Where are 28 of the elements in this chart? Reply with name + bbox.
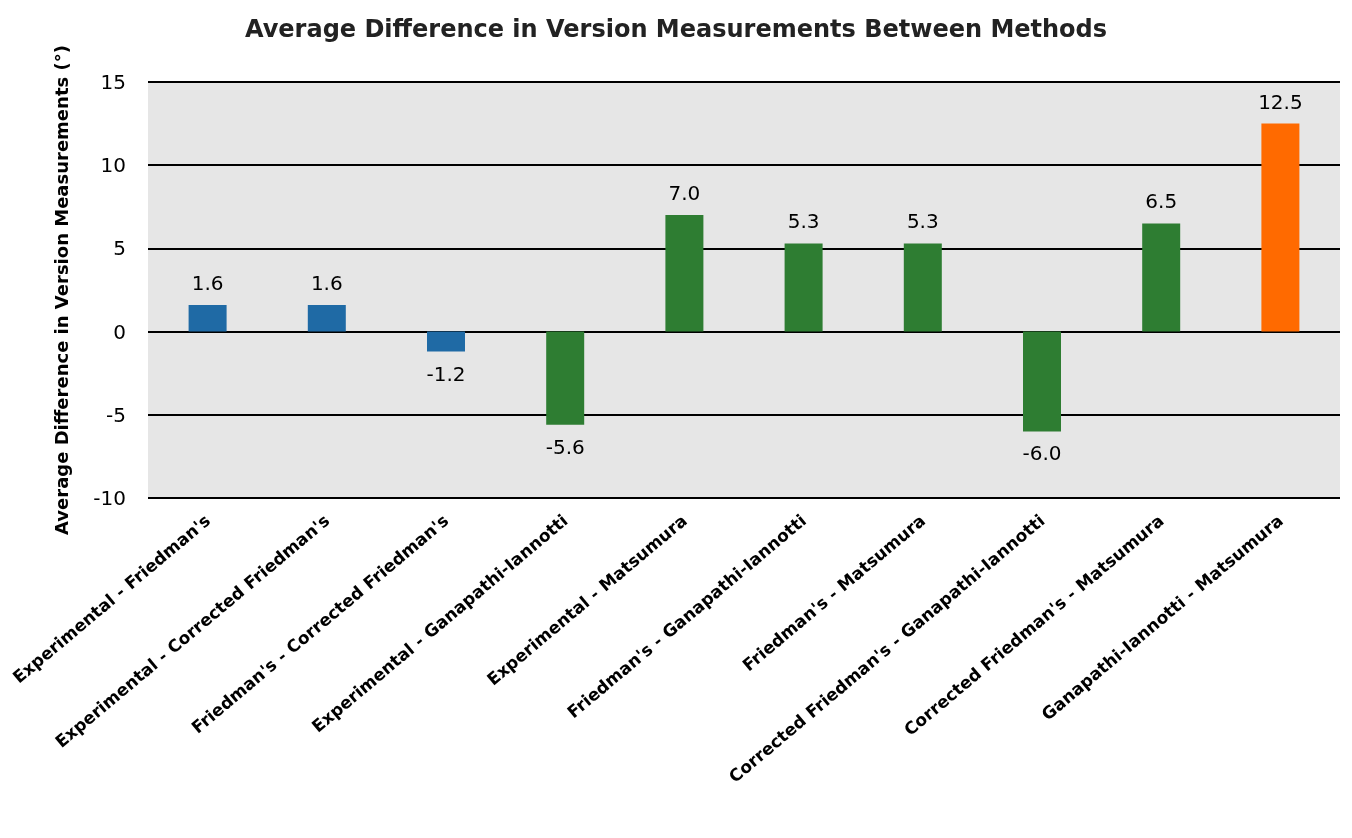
bar bbox=[665, 215, 704, 332]
data-label: 12.5 bbox=[1258, 89, 1303, 114]
data-label: -6.0 bbox=[1022, 441, 1062, 466]
bar bbox=[1261, 123, 1300, 332]
bar bbox=[903, 243, 942, 332]
y-tick-label: 5 bbox=[113, 236, 126, 261]
chart-title: Average Difference in Version Measurements Between Methods bbox=[244, 15, 1108, 43]
bar bbox=[784, 243, 823, 332]
data-label: 6.5 bbox=[1145, 189, 1178, 214]
bar bbox=[1023, 331, 1061, 432]
data-label: -1.2 bbox=[426, 361, 466, 386]
data-label: 5.3 bbox=[787, 209, 820, 234]
bar bbox=[188, 304, 227, 332]
data-label: -5.6 bbox=[545, 434, 585, 459]
y-axis-title: Average Difference in Version Measurements (°) bbox=[50, 45, 72, 535]
bar bbox=[1142, 223, 1181, 332]
data-label: 1.6 bbox=[310, 270, 343, 295]
y-tick-label: 0 bbox=[113, 319, 126, 344]
y-tick-label: 10 bbox=[100, 153, 126, 178]
bar bbox=[307, 304, 346, 332]
y-tick-label: -5 bbox=[106, 402, 126, 427]
bar bbox=[546, 331, 585, 425]
data-label: 7.0 bbox=[668, 181, 701, 206]
data-label: 1.6 bbox=[191, 270, 224, 295]
y-tick-label: -10 bbox=[93, 486, 126, 510]
y-tick-label: 15 bbox=[100, 70, 126, 94]
bar bbox=[427, 331, 465, 352]
data-label: 5.3 bbox=[906, 209, 939, 234]
